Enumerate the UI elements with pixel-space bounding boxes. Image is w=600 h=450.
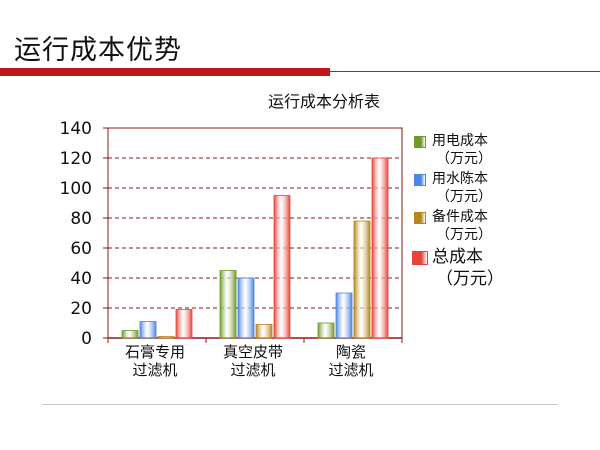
y-tick-label: 140 (60, 119, 92, 139)
title-divider-line (330, 71, 600, 72)
slide-title: 运行成本优势 (14, 35, 182, 66)
x-category-label: 真空皮带 过滤机 (198, 343, 308, 379)
legend-unit: （万元） (436, 151, 492, 167)
bar (371, 157, 389, 339)
bar (255, 324, 273, 339)
y-tick-label: 80 (70, 209, 92, 229)
legend-item-water: 用水陈本 （万元） (410, 170, 560, 206)
x-category-line2: 过滤机 (230, 361, 276, 379)
bar (219, 270, 237, 339)
bar (335, 292, 353, 339)
legend-unit: （万元） (436, 269, 504, 289)
legend-label: 总成本 (432, 247, 483, 267)
legend-item-electricity: 用电成本 （万元） (410, 132, 560, 168)
chart-title: 运行成本分析表 (268, 92, 381, 111)
legend-label: 备件成本 (432, 209, 488, 225)
legend-swatch-electricity (414, 136, 426, 148)
legend-label: 用水陈本 (432, 171, 488, 187)
y-tick-label: 40 (70, 269, 92, 289)
legend-label: 用电成本 (432, 133, 488, 149)
bar (353, 220, 371, 339)
y-tick-label: 0 (81, 329, 92, 349)
x-category-line1: 石膏专用 (124, 343, 185, 361)
x-category-line2: 过滤机 (132, 361, 178, 379)
x-category-label: 陶瓷 过滤机 (296, 343, 406, 379)
x-category-line1: 陶瓷 (335, 343, 366, 361)
bar (139, 321, 157, 339)
legend-swatch-spare-parts (414, 212, 426, 224)
y-tick-label: 120 (60, 149, 92, 169)
legend-item-total: 总成本 （万元） (410, 246, 560, 290)
footer-divider-line (42, 404, 558, 405)
x-category-line1: 真空皮带 (222, 343, 283, 361)
y-tick-label: 20 (70, 299, 92, 319)
y-tick-label: 100 (60, 179, 92, 199)
x-category-label: 石膏专用 过滤机 (100, 343, 210, 379)
legend-item-spare-parts: 备件成本 （万元） (410, 208, 560, 244)
bar (317, 322, 335, 339)
x-category-line2: 过滤机 (328, 361, 374, 379)
legend-unit: （万元） (436, 227, 492, 243)
legend-swatch-water (414, 174, 426, 186)
title-accent-bar (0, 68, 330, 76)
bar (157, 336, 175, 339)
bar (273, 195, 291, 339)
legend-swatch-total (412, 251, 428, 265)
y-tick-label: 60 (70, 239, 92, 259)
bar (237, 277, 255, 339)
legend-unit: （万元） (436, 189, 492, 205)
bar (175, 309, 193, 339)
chart-legend: 用电成本 （万元） 用水陈本 （万元） 备件成本 （万元） 总成本 （万元） (410, 132, 560, 292)
bar (121, 330, 139, 339)
